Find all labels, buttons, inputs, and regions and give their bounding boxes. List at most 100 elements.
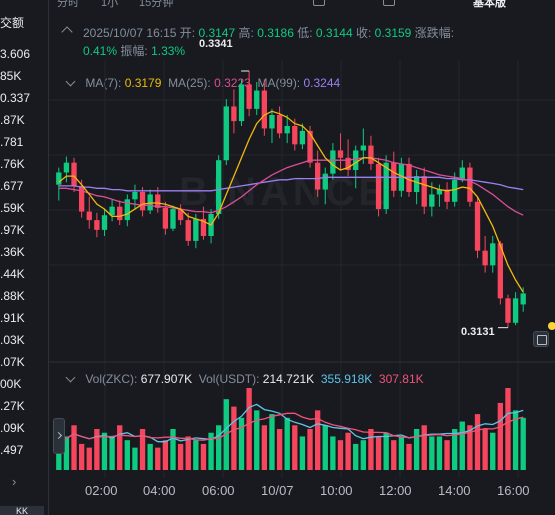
volume-bar <box>368 429 374 470</box>
volume-bar <box>185 436 191 470</box>
bottom-badge: KK <box>0 506 44 515</box>
volume-bar <box>284 417 290 470</box>
volume-bar <box>101 432 108 470</box>
candle-body <box>56 172 62 185</box>
volume-bar <box>490 432 496 470</box>
candle-body <box>345 157 351 170</box>
ma99-value: 0.3244 <box>303 76 341 90</box>
left-column-value: .36K <box>0 245 25 259</box>
candle-body <box>444 189 450 202</box>
candle-body <box>269 115 275 129</box>
candle-body <box>86 211 92 221</box>
volume-bar <box>86 447 92 470</box>
tab-1h[interactable]: 1小 <box>101 0 119 9</box>
candle-body <box>292 126 298 145</box>
volume-bar <box>452 429 458 470</box>
volume-bar <box>147 443 153 470</box>
candle-body <box>520 293 526 305</box>
left-column-value: .07K <box>0 355 25 369</box>
volume-bar <box>124 440 130 470</box>
volume-bar <box>162 440 169 470</box>
candle-body <box>353 150 359 170</box>
left-column-header: 交额 <box>0 16 25 30</box>
candle-body <box>429 194 435 207</box>
ma7-value: 0.3179 <box>124 76 162 90</box>
indicator-icon[interactable] <box>313 0 325 6</box>
volume-bar <box>307 429 313 470</box>
candle-body <box>132 192 138 200</box>
left-column-value: .09K <box>0 421 25 435</box>
live-price-dot <box>548 322 555 330</box>
left-column-value: .87K <box>0 113 25 127</box>
basic-version-tab[interactable]: 基本版 <box>473 0 506 9</box>
tab-time-sharing[interactable]: 分时 <box>57 0 79 9</box>
volume-bar <box>459 421 465 470</box>
candle-body <box>139 192 146 211</box>
expand-arrow-icon[interactable]: › <box>12 474 17 489</box>
change-value: 0.41% <box>83 44 118 58</box>
left-column-value: .781 <box>0 135 24 149</box>
volume-bar <box>436 436 443 470</box>
left-column-value: .91K <box>0 311 25 325</box>
candle-body <box>238 84 245 122</box>
ohlc-info: 2025/10/07 16:15 开: 0.3147 高: 0.3186 低: … <box>61 24 555 60</box>
volume-bar <box>200 443 207 470</box>
volume-bar <box>63 436 70 470</box>
change-label: 涨跌幅: <box>414 26 455 40</box>
volume-bar <box>94 429 100 470</box>
high-label: 高: <box>238 26 254 40</box>
vol-zkc-value: 677.907K <box>140 372 193 386</box>
volume-bar <box>208 432 214 470</box>
candle-body <box>170 209 176 229</box>
volume-bar <box>78 443 85 470</box>
volume-bar <box>216 425 222 470</box>
volume-bar <box>375 436 382 470</box>
tab-interval[interactable]: 15分钟 <box>139 0 174 9</box>
volume-bar <box>238 417 245 470</box>
candle-body <box>276 115 283 134</box>
ma25-line <box>58 157 524 216</box>
volume-caret-icon[interactable] <box>65 372 76 383</box>
vol-ma2-value: 307.81K <box>378 372 424 386</box>
volume-bar <box>474 414 481 470</box>
x-tick: 16:00 <box>497 483 530 498</box>
candle-body <box>63 162 70 173</box>
candle-body <box>490 243 496 266</box>
volume-bar <box>482 429 488 470</box>
volume-bar <box>261 425 268 470</box>
low-price-marker: 0.3131 <box>461 326 495 338</box>
candle-body <box>307 130 313 163</box>
open-value: 0.3147 <box>198 26 236 40</box>
scroll-left-handle[interactable] <box>53 418 65 454</box>
left-column-value: .03K <box>0 333 25 347</box>
volume-bar <box>56 440 62 470</box>
volume-bar <box>254 410 260 470</box>
left-column-value: 85K <box>0 69 22 83</box>
candle-body <box>459 167 465 180</box>
close-label: 收: <box>355 26 372 40</box>
volume-bar <box>413 429 420 470</box>
x-tick: 14:00 <box>438 483 471 498</box>
volume-bar <box>353 443 359 470</box>
candlestick-chart[interactable] <box>49 0 555 515</box>
candle-body <box>299 130 306 145</box>
volume-bar <box>512 410 519 470</box>
settings-icon[interactable] <box>383 0 395 6</box>
x-tick: 02:00 <box>85 483 118 498</box>
x-tick: 12:00 <box>379 483 412 498</box>
ma99-line <box>58 176 524 192</box>
candle-body <box>231 106 237 122</box>
x-tick: 10:00 <box>320 483 353 498</box>
chart-settings-icon[interactable] <box>533 331 549 347</box>
volume-bar <box>71 425 77 470</box>
candle-body <box>314 162 321 190</box>
candle-body <box>117 206 123 221</box>
left-column-value: .27K <box>0 399 25 413</box>
high-value: 0.3186 <box>257 26 294 40</box>
left-column-value: .59K <box>0 201 25 215</box>
left-column-value: .88K <box>0 289 25 303</box>
volume-bar <box>520 417 526 470</box>
candle-body <box>223 106 229 161</box>
chart-panel: 分时 1小 15分钟 基本版 2025/10/07 16:15 开: 0.314… <box>48 0 555 515</box>
volume-bar <box>299 436 306 470</box>
